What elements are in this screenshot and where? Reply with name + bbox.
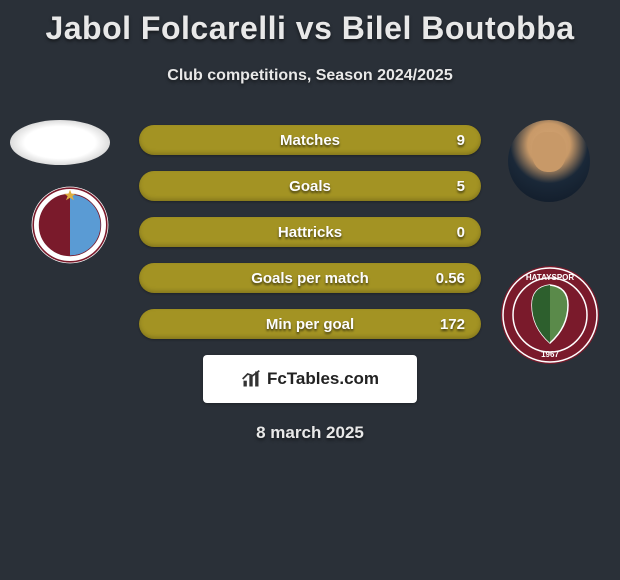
date-label: 8 march 2025 xyxy=(0,423,620,443)
svg-text:HATAYSPOR: HATAYSPOR xyxy=(526,273,575,282)
chart-icon xyxy=(241,369,261,389)
player-right-avatar xyxy=(508,120,590,202)
club-left-badge xyxy=(30,185,110,265)
stat-value: 0.56 xyxy=(436,270,465,287)
stats-container: HATAYSPOR 1967 Matches 9 Goals 5 Hattric… xyxy=(0,125,620,403)
stat-bars: Matches 9 Goals 5 Hattricks 0 Goals per … xyxy=(139,125,481,339)
stat-bar-hattricks: Hattricks 0 xyxy=(139,217,481,247)
stat-value: 9 xyxy=(457,132,465,149)
subtitle: Club competitions, Season 2024/2025 xyxy=(0,67,620,85)
player-left-avatar xyxy=(10,120,110,165)
svg-text:1967: 1967 xyxy=(541,350,559,359)
brand-text: FcTables.com xyxy=(267,369,379,389)
brand-link[interactable]: FcTables.com xyxy=(203,355,417,403)
stat-bar-min-per-goal: Min per goal 172 xyxy=(139,309,481,339)
stat-value: 172 xyxy=(440,316,465,333)
stat-label: Matches xyxy=(280,132,340,149)
stat-label: Goals per match xyxy=(251,270,369,287)
stat-bar-goals: Goals 5 xyxy=(139,171,481,201)
stat-label: Goals xyxy=(289,178,331,195)
stat-bar-matches: Matches 9 xyxy=(139,125,481,155)
stat-label: Hattricks xyxy=(278,224,342,241)
stat-bar-goals-per-match: Goals per match 0.56 xyxy=(139,263,481,293)
stat-value: 5 xyxy=(457,178,465,195)
club-right-badge: HATAYSPOR 1967 xyxy=(500,265,600,365)
stat-label: Min per goal xyxy=(266,316,354,333)
stat-value: 0 xyxy=(457,224,465,241)
page-title: Jabol Folcarelli vs Bilel Boutobba xyxy=(0,0,620,47)
